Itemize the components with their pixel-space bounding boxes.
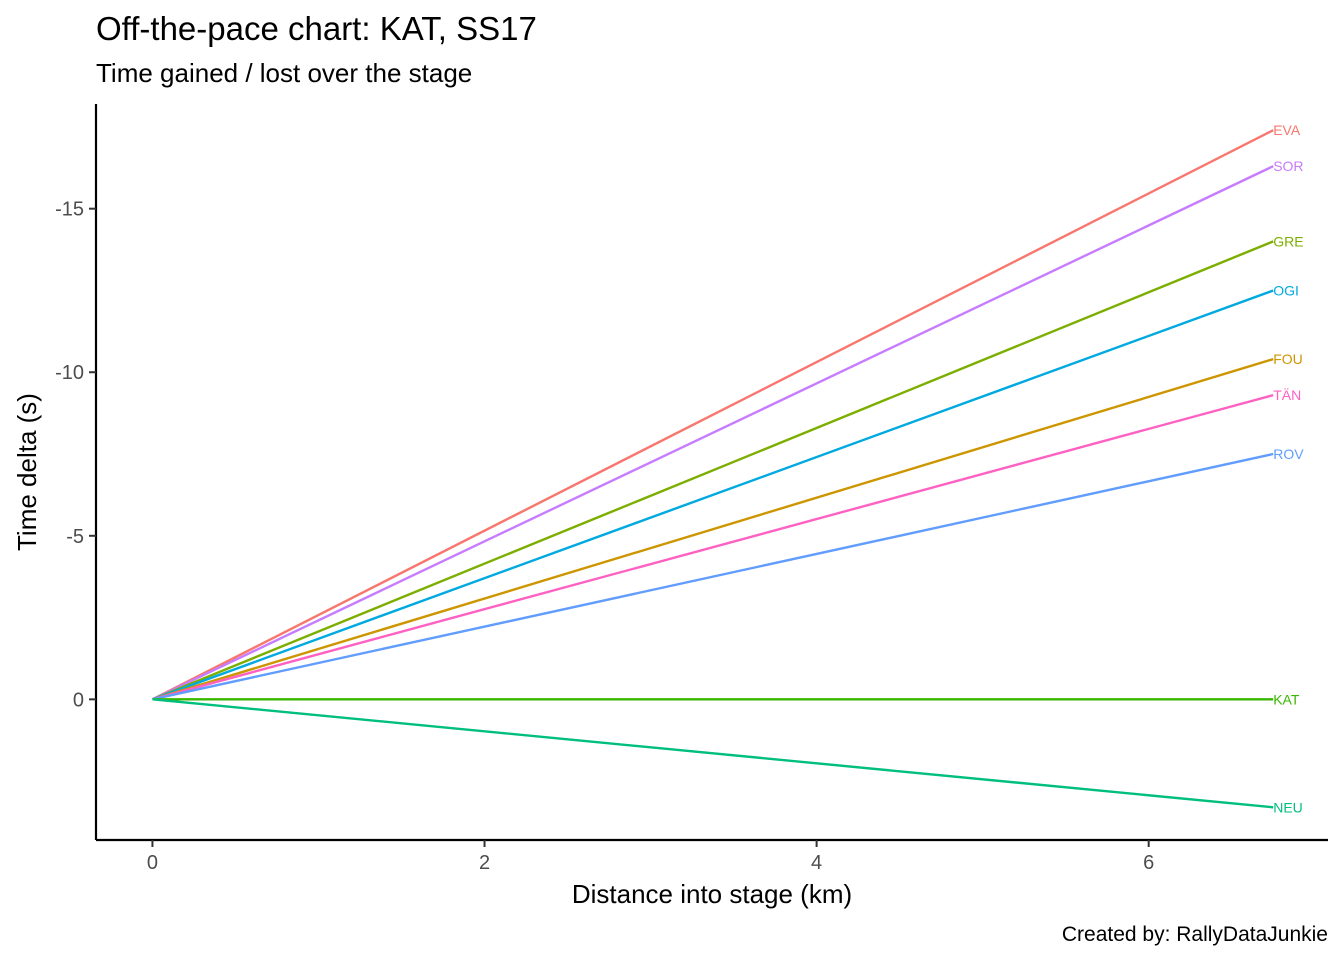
- series-label-fou: FOU: [1273, 351, 1303, 367]
- series-label-ogi: OGI: [1273, 282, 1299, 298]
- y-axis-ticks: -15 -10 -5 0: [55, 199, 96, 711]
- y-tick-label: 0: [73, 689, 84, 711]
- series-line-ogi: [152, 289, 1274, 701]
- series-label-gre: GRE: [1273, 233, 1303, 249]
- y-tick-label: -15: [55, 199, 84, 221]
- plot-area: EVA SOR GRE OGI FOU TÄN ROV KAT NEU: [151, 122, 1304, 815]
- series-line-fou: [152, 357, 1274, 701]
- x-tick-label: 6: [1143, 852, 1154, 874]
- series-label-rov: ROV: [1273, 446, 1304, 462]
- series-label-neu: NEU: [1273, 799, 1303, 815]
- chart-title: Off-the-pace chart: KAT, SS17: [96, 10, 537, 47]
- chart-caption: Created by: RallyDataJunkie: [1062, 923, 1328, 946]
- series-line-sor: [151, 165, 1274, 701]
- series-lines: [151, 129, 1274, 809]
- y-tick-label: -10: [55, 362, 84, 384]
- x-tick-label: 4: [811, 852, 822, 874]
- series-labels: EVA SOR GRE OGI FOU TÄN ROV KAT NEU: [1273, 122, 1304, 815]
- series-label-sor: SOR: [1273, 158, 1303, 174]
- series-line-neu: [152, 698, 1274, 809]
- series-line-tän: [152, 393, 1274, 701]
- series-line-eva: [151, 129, 1274, 701]
- chart-subtitle: Time gained / lost over the stage: [96, 58, 472, 88]
- series-label-tän: TÄN: [1273, 387, 1301, 403]
- x-tick-label: 2: [479, 852, 490, 874]
- series-label-eva: EVA: [1273, 122, 1301, 138]
- x-axis-title: Distance into stage (km): [572, 879, 852, 909]
- series-line-gre: [152, 240, 1274, 701]
- y-axis-title: Time delta (s): [12, 393, 42, 551]
- x-axis-ticks: 0 2 4 6: [147, 840, 1154, 874]
- x-tick-label: 0: [147, 852, 158, 874]
- series-line-rov: [152, 452, 1274, 701]
- y-tick-label: -5: [66, 526, 84, 548]
- series-label-kat: KAT: [1273, 691, 1300, 707]
